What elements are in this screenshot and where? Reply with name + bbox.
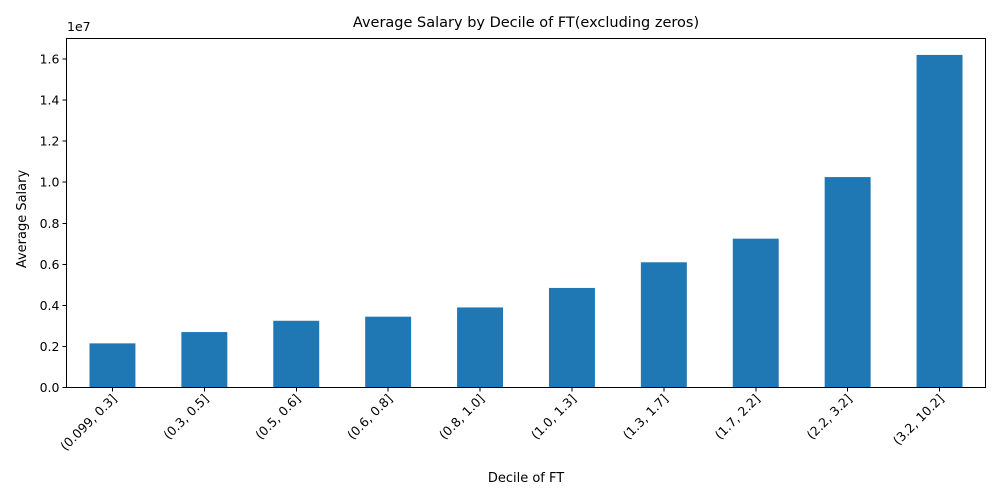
bar-9 — [824, 177, 871, 388]
x-axis-ticks: (0.099, 0.3] (0.3, 0.5] (0.5, 0.6] (0.6, 0.… — [57, 387, 947, 454]
bar-2 — [181, 332, 228, 388]
x-tick-label: (0.3, 0.5] — [160, 391, 211, 442]
y-axis-ticks: 0.0 0.2 0.4 0.6 0.8 1.0 1.2 1.4 1.6 — [40, 52, 67, 395]
y-tick-label: 1.6 — [40, 52, 60, 67]
bar-3 — [273, 320, 320, 388]
bar-6 — [548, 287, 595, 388]
x-tick-label: (3.2, 10.2] — [890, 391, 947, 448]
y-tick-label: 0.4 — [40, 298, 60, 313]
y-tick-label: 1.2 — [40, 134, 60, 149]
x-axis-label: Decile of FT — [488, 471, 564, 486]
x-tick-label: (2.2, 3.2] — [804, 391, 855, 442]
y-tick-label: 0.8 — [40, 216, 60, 231]
y-tick-label: 1.0 — [40, 175, 60, 190]
x-tick-label: (0.099, 0.3] — [57, 391, 119, 453]
x-tick-label: (1.0, 1.3] — [528, 391, 579, 442]
bar-1 — [89, 343, 136, 388]
bar-10 — [916, 54, 963, 388]
y-tick-label: 1.4 — [40, 93, 60, 108]
bars — [89, 54, 963, 388]
y-axis-offset-label: 1e7 — [67, 19, 91, 34]
y-tick-label: 0.6 — [40, 257, 60, 272]
y-tick-label: 0.2 — [40, 339, 60, 354]
x-tick-label: (0.8, 1.0] — [436, 391, 487, 442]
bar-5 — [457, 307, 504, 388]
x-tick-label: (0.6, 0.8] — [344, 391, 395, 442]
x-tick-label: (0.5, 0.6] — [252, 391, 303, 442]
bar-4 — [365, 316, 412, 388]
bar-7 — [640, 262, 687, 388]
chart-title: Average Salary by Decile of FT(excluding… — [353, 15, 699, 31]
x-tick-label: (1.3, 1.7] — [620, 391, 671, 442]
x-tick-label: (1.7, 2.2] — [712, 391, 763, 442]
bar-8 — [732, 238, 779, 388]
plot-frame — [66, 38, 986, 388]
y-axis-label: Average Salary — [15, 170, 30, 269]
y-tick-label: 0.0 — [40, 380, 60, 395]
